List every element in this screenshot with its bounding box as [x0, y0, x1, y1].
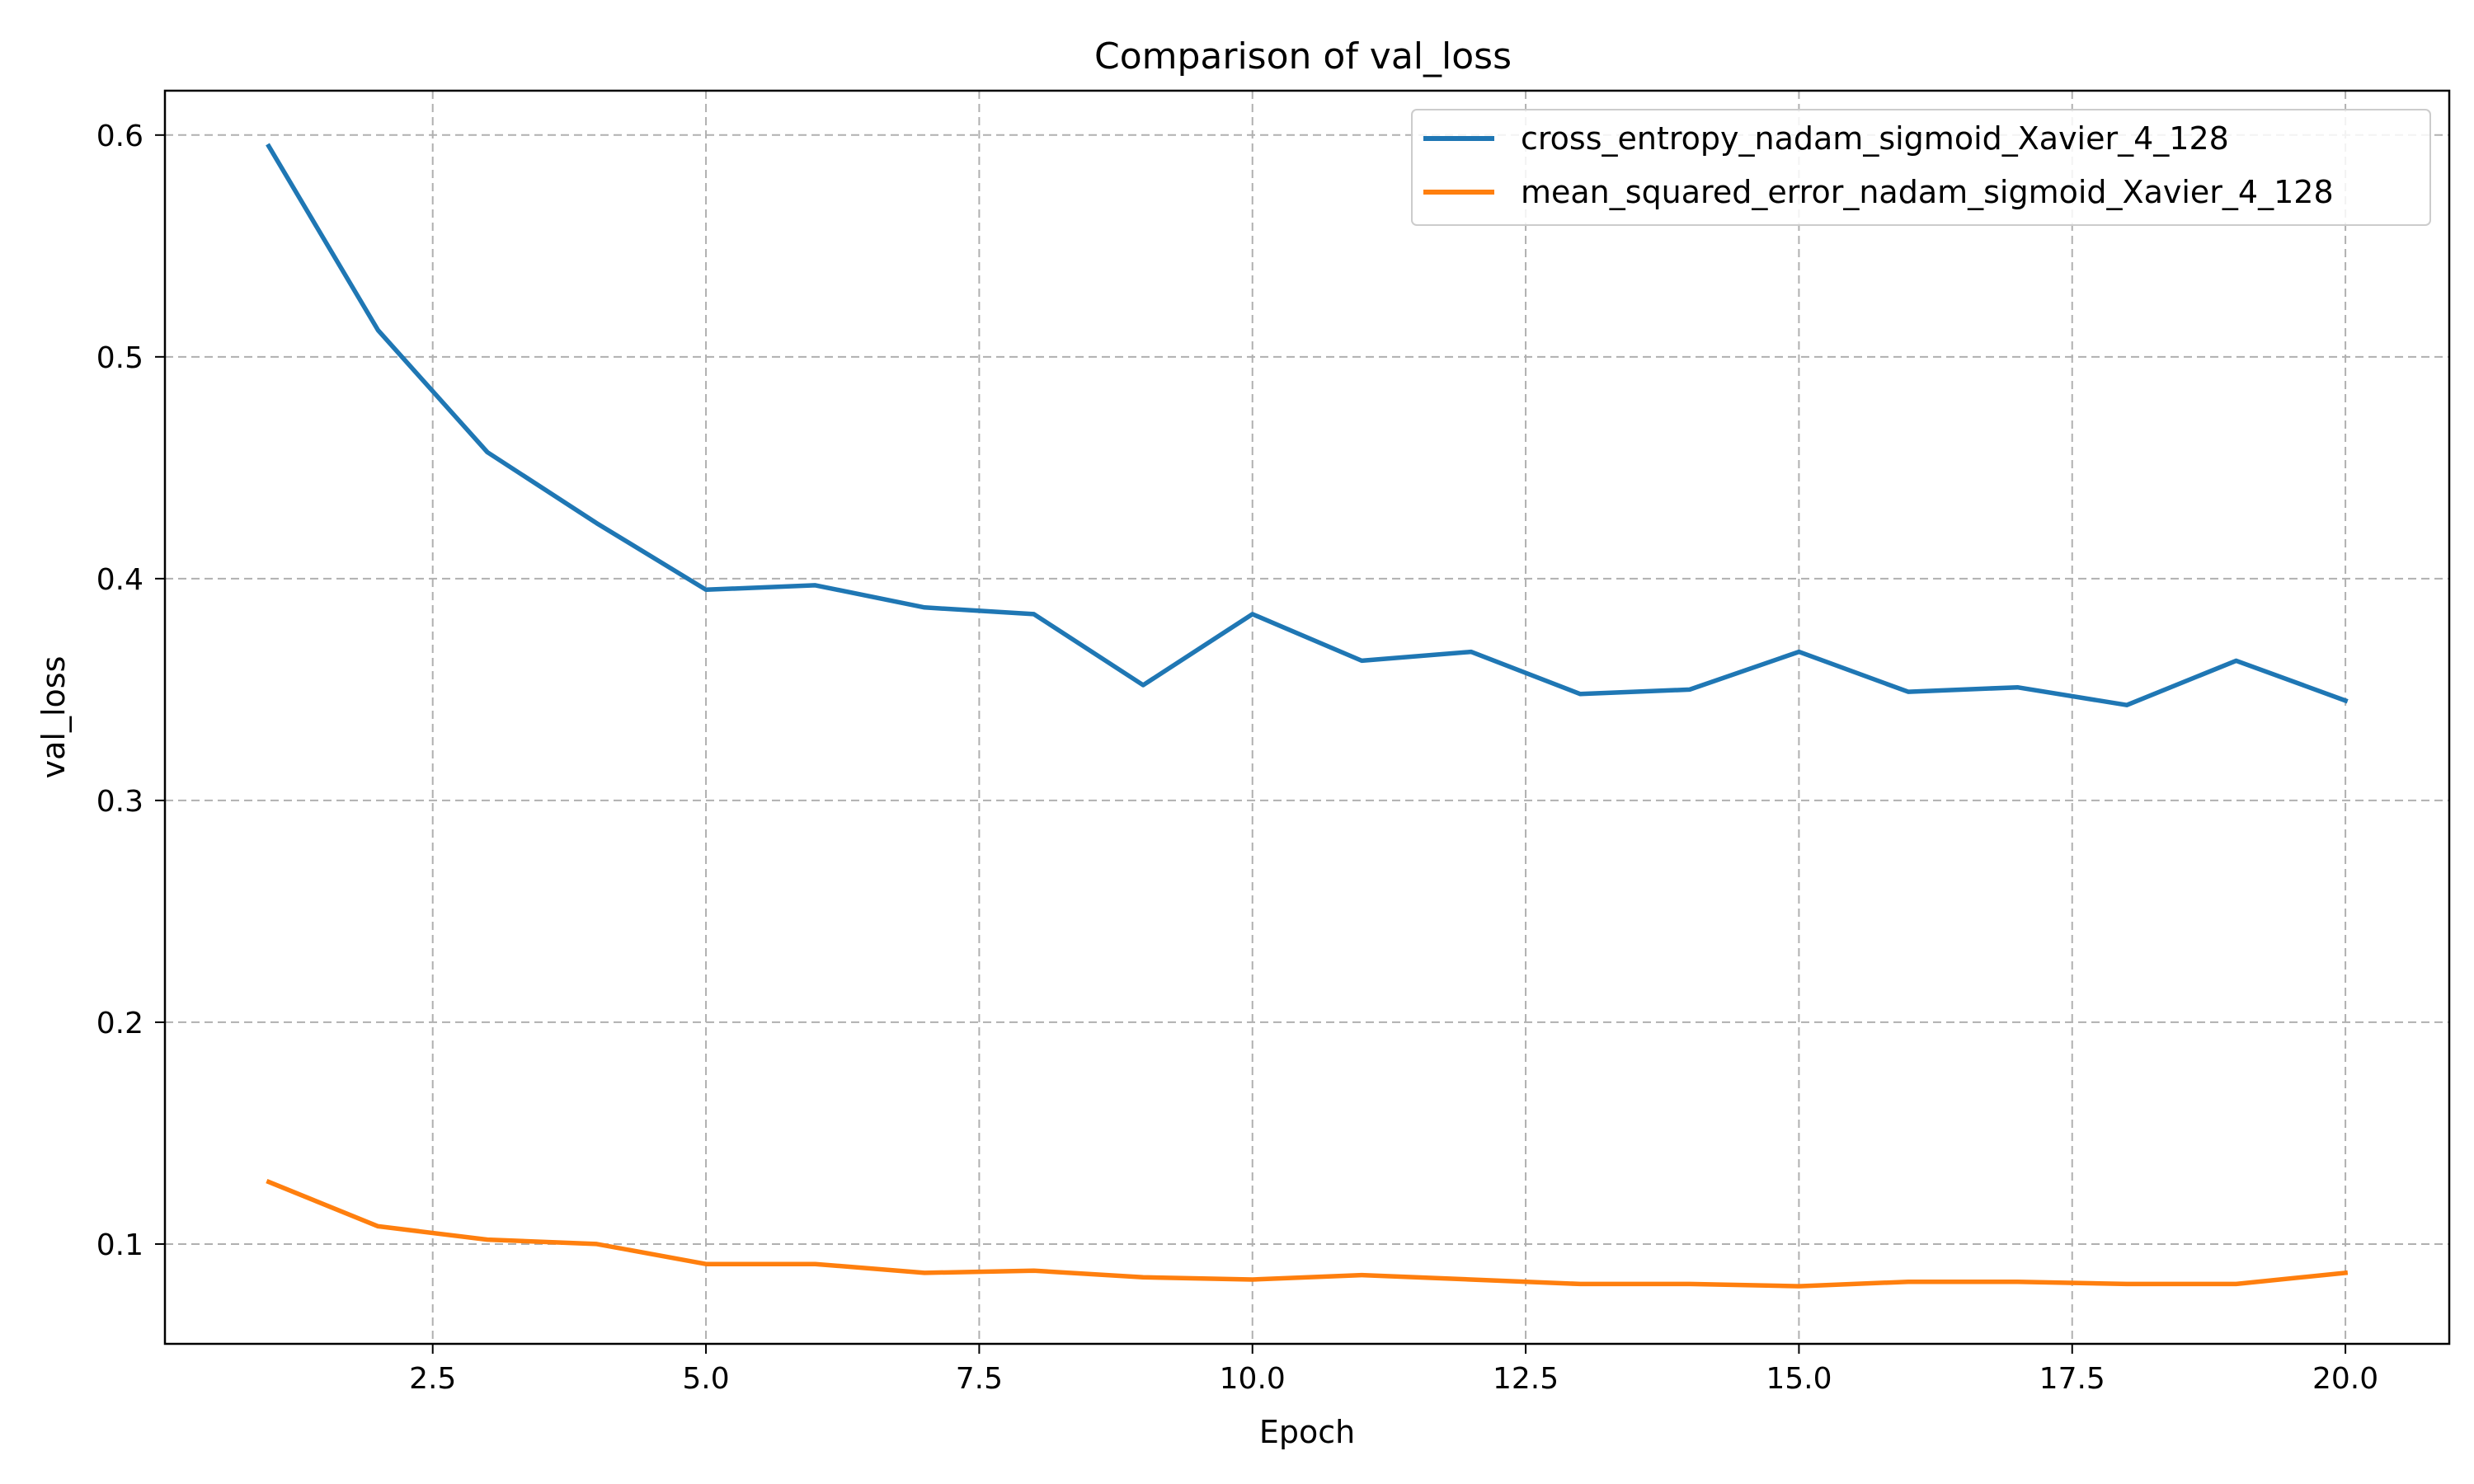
x-axis: 2.5 5.0 7.5 10.0 12.5 15.0 17.5 20.0 [409, 1344, 2378, 1396]
y-tick-label: 0.4 [96, 563, 143, 597]
x-tick-label: 5.0 [682, 1362, 729, 1396]
x-tick-label: 20.0 [2312, 1362, 2378, 1396]
x-tick-label: 2.5 [409, 1362, 456, 1396]
x-axis-label: Epoch [1259, 1414, 1355, 1450]
legend-label-cross-entropy: cross_entropy_nadam_sigmoid_Xavier_4_128 [1521, 120, 2229, 157]
x-tick-label: 17.5 [2039, 1362, 2105, 1396]
legend: cross_entropy_nadam_sigmoid_Xavier_4_128… [1411, 109, 2431, 226]
y-tick-label: 0.6 [96, 120, 143, 153]
x-tick-label: 10.0 [1220, 1362, 1286, 1396]
grid [165, 91, 2449, 1344]
series-line-1 [266, 1179, 2349, 1289]
y-tick-label: 0.2 [96, 1007, 143, 1040]
x-tick-label: 15.0 [1766, 1362, 1832, 1396]
series-layer [266, 143, 2349, 1289]
legend-box [1411, 109, 2431, 226]
y-tick-label: 0.1 [96, 1228, 143, 1262]
series-line-0 [266, 143, 2349, 707]
y-axis-label: val_loss [35, 656, 72, 779]
y-tick-label: 0.3 [96, 785, 143, 819]
y-tick-label: 0.5 [96, 341, 143, 375]
plot-frame [163, 89, 2451, 1345]
y-axis: 0.1 0.2 0.3 0.4 0.5 0.6 [96, 120, 165, 1262]
chart-title: Comparison of val_loss [1094, 35, 1512, 77]
legend-label-mean-squared-error: mean_squared_error_nadam_sigmoid_Xavier_… [1521, 174, 2334, 210]
x-tick-label: 7.5 [956, 1362, 1003, 1396]
x-tick-label: 12.5 [1493, 1362, 1559, 1396]
